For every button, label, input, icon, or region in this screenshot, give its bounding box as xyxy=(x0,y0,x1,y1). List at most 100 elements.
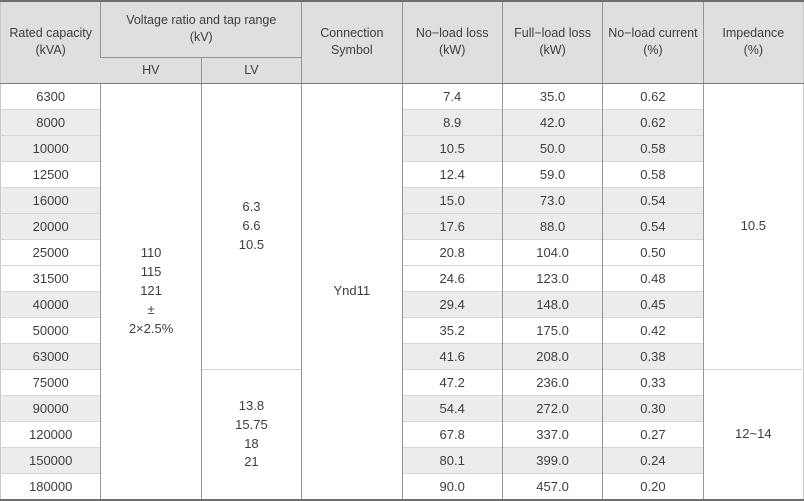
table-row: 50000 35.2 175.0 0.42 xyxy=(0,317,804,344)
no-load-loss-cell: 17.6 xyxy=(401,212,503,240)
table-row: 25000 20.8 104.0 0.50 xyxy=(0,238,804,266)
rated-capacity-cell: 40000 xyxy=(0,290,101,318)
no-load-current-cell: 0.62 xyxy=(602,83,704,110)
rated-capacity-cell: 150000 xyxy=(0,447,101,474)
col-header-rated-capacity: Rated capacity (kVA) xyxy=(0,1,101,84)
lv-cell: 6.3 6.6 10.5 xyxy=(200,83,302,370)
no-load-current-cell: 0.33 xyxy=(602,369,704,396)
lv-cell: 13.8 15.75 18 21 xyxy=(200,369,302,500)
impedance-cell: 10.5 xyxy=(702,83,804,370)
no-load-current-cell: 0.45 xyxy=(602,290,704,318)
rated-capacity-cell: 50000 xyxy=(0,317,101,344)
no-load-current-cell: 0.58 xyxy=(602,160,704,188)
no-load-current-cell: 0.30 xyxy=(602,395,704,422)
no-load-current-cell: 0.24 xyxy=(602,447,704,474)
table-row: 40000 29.4 148.0 0.45 xyxy=(0,290,804,318)
full-load-loss-cell: 104.0 xyxy=(501,238,603,266)
rated-capacity-cell: 63000 xyxy=(0,343,101,370)
full-load-loss-cell: 175.0 xyxy=(501,317,603,344)
table-row: 20000 17.6 88.0 0.54 xyxy=(0,212,804,240)
no-load-current-cell: 0.38 xyxy=(602,343,704,370)
full-load-loss-cell: 457.0 xyxy=(501,473,603,500)
full-load-loss-cell: 399.0 xyxy=(501,447,603,474)
rated-capacity-cell: 75000 xyxy=(0,369,101,396)
spec-table-body: 6300 110 115 121 ± 2×2.5% 6.3 6.6 10.5 Ynd1… xyxy=(0,83,804,500)
full-load-loss-cell: 59.0 xyxy=(501,160,603,188)
no-load-current-cell: 0.20 xyxy=(602,473,704,500)
no-load-current-cell: 0.42 xyxy=(602,317,704,344)
no-load-current-cell: 0.48 xyxy=(602,264,704,292)
table-row: 12500 12.4 59.0 0.58 xyxy=(0,160,804,188)
no-load-current-cell: 0.58 xyxy=(602,134,704,162)
table-row: 10000 10.5 50.0 0.58 xyxy=(0,134,804,162)
col-header-voltage-ratio: Voltage ratio and tap range (kV) xyxy=(100,1,302,58)
no-load-loss-cell: 15.0 xyxy=(401,186,503,214)
table-row: 63000 41.6 208.0 0.38 xyxy=(0,343,804,370)
table-row: 31500 24.6 123.0 0.48 xyxy=(0,264,804,292)
col-header-connection-symbol: Connection Symbol xyxy=(301,1,402,84)
no-load-loss-cell: 24.6 xyxy=(401,264,503,292)
rated-capacity-cell: 90000 xyxy=(0,395,101,422)
full-load-loss-cell: 148.0 xyxy=(501,290,603,318)
rated-capacity-cell: 16000 xyxy=(0,186,101,214)
rated-capacity-cell: 180000 xyxy=(0,473,101,500)
full-load-loss-cell: 337.0 xyxy=(501,421,603,448)
table-row: 16000 15.0 73.0 0.54 xyxy=(0,186,804,214)
no-load-loss-cell: 47.2 xyxy=(401,369,503,396)
full-load-loss-cell: 35.0 xyxy=(501,83,603,110)
no-load-loss-cell: 12.4 xyxy=(401,160,503,188)
hv-cell: 110 115 121 ± 2×2.5% xyxy=(100,83,202,500)
full-load-loss-cell: 123.0 xyxy=(501,264,603,292)
header-row-main: Rated capacity (kVA) Voltage ratio and t… xyxy=(0,1,804,84)
full-load-loss-cell: 42.0 xyxy=(501,108,603,136)
no-load-loss-cell: 67.8 xyxy=(401,421,503,448)
table-row: 75000 13.8 15.75 18 21 47.2 236.0 0.33 12~14 xyxy=(0,369,804,500)
col-header-hv: HV xyxy=(100,57,202,84)
no-load-loss-cell: 8.9 xyxy=(401,108,503,136)
col-header-no-load-loss: No−load loss (kW) xyxy=(401,1,503,84)
header-row-sub: HV LV xyxy=(1,57,804,84)
no-load-current-cell: 0.54 xyxy=(602,212,704,240)
rated-capacity-cell: 12500 xyxy=(0,160,101,188)
rated-capacity-cell: 120000 xyxy=(0,421,101,448)
no-load-loss-cell: 29.4 xyxy=(401,290,503,318)
full-load-loss-cell: 236.0 xyxy=(501,369,603,396)
col-header-full-load-loss: Full−load loss (kW) xyxy=(501,1,603,84)
table-row: 120000 67.8 337.0 0.27 xyxy=(0,421,804,448)
table-row: 6300 110 115 121 ± 2×2.5% 6.3 6.6 10.5 Ynd1… xyxy=(0,83,804,500)
no-load-loss-cell: 90.0 xyxy=(401,473,503,500)
no-load-current-cell: 0.27 xyxy=(602,421,704,448)
col-header-impedance: Impedance (%) xyxy=(702,1,804,84)
no-load-loss-cell: 41.6 xyxy=(401,343,503,370)
no-load-loss-cell: 54.4 xyxy=(401,395,503,422)
col-header-no-load-current: No−load current (%) xyxy=(602,1,704,84)
no-load-loss-cell: 80.1 xyxy=(401,447,503,474)
table-row: 150000 80.1 399.0 0.24 xyxy=(0,447,804,474)
rated-capacity-cell: 25000 xyxy=(0,238,101,266)
full-load-loss-cell: 50.0 xyxy=(501,134,603,162)
rated-capacity-cell: 8000 xyxy=(0,108,101,136)
no-load-loss-cell: 20.8 xyxy=(401,238,503,266)
no-load-loss-cell: 35.2 xyxy=(401,317,503,344)
full-load-loss-cell: 208.0 xyxy=(501,343,603,370)
no-load-current-cell: 0.54 xyxy=(602,186,704,214)
no-load-loss-cell: 10.5 xyxy=(401,134,503,162)
col-header-lv: LV xyxy=(200,57,302,84)
rated-capacity-cell: 31500 xyxy=(0,264,101,292)
no-load-loss-cell: 7.4 xyxy=(401,83,503,110)
table-row: 90000 54.4 272.0 0.30 xyxy=(0,395,804,422)
table-row: 8000 8.9 42.0 0.62 xyxy=(0,108,804,136)
no-load-current-cell: 0.50 xyxy=(602,238,704,266)
connection-symbol-cell: Ynd11 xyxy=(301,83,402,500)
rated-capacity-cell: 10000 xyxy=(0,134,101,162)
table-row: 180000 90.0 457.0 0.20 xyxy=(0,473,804,500)
spec-table-header: Rated capacity (kVA) Voltage ratio and t… xyxy=(0,1,804,84)
rated-capacity-cell: 20000 xyxy=(0,212,101,240)
rated-capacity-cell: 6300 xyxy=(0,83,101,110)
full-load-loss-cell: 73.0 xyxy=(501,186,603,214)
no-load-current-cell: 0.62 xyxy=(602,108,704,136)
full-load-loss-cell: 272.0 xyxy=(501,395,603,422)
impedance-cell: 12~14 xyxy=(702,369,804,500)
